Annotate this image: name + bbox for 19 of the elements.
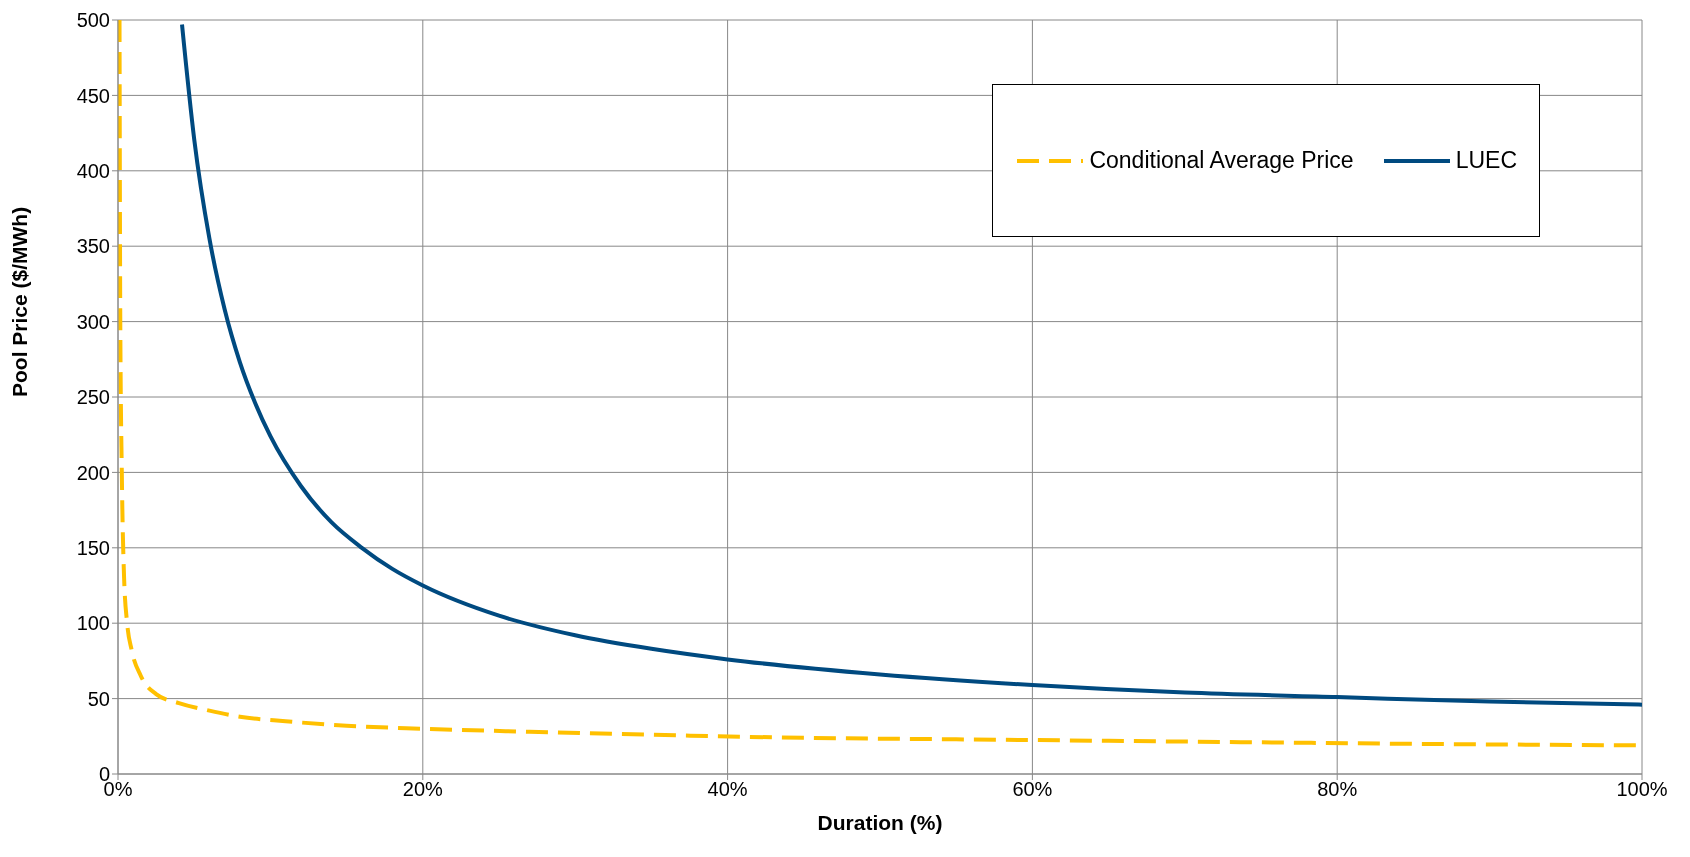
y-axis-title: Pool Price ($/MWh) bbox=[8, 206, 32, 397]
x-tick-label: 60% bbox=[1012, 778, 1053, 801]
legend-label: LUEC bbox=[1455, 147, 1517, 174]
legend-label: Conditional Average Price bbox=[1089, 147, 1354, 174]
y-tick-label: 100 bbox=[76, 612, 110, 635]
y-tick-label: 400 bbox=[76, 159, 110, 182]
y-tick-label: 250 bbox=[76, 386, 110, 409]
x-tick-label: 80% bbox=[1317, 778, 1358, 801]
x-axis-title: Duration (%) bbox=[817, 811, 943, 834]
y-tick-label: 450 bbox=[76, 84, 110, 107]
x-tick-label: 100% bbox=[1616, 778, 1668, 801]
y-tick-label: 500 bbox=[76, 9, 110, 32]
y-tick-label: 50 bbox=[87, 687, 110, 710]
y-tick-label: 150 bbox=[76, 536, 110, 559]
y-tick-label: 350 bbox=[76, 235, 110, 258]
y-tick-label: 200 bbox=[76, 461, 110, 484]
y-tick-label: 300 bbox=[76, 310, 110, 333]
x-tick-label: 20% bbox=[402, 778, 444, 801]
x-tick-label: 40% bbox=[707, 778, 748, 801]
